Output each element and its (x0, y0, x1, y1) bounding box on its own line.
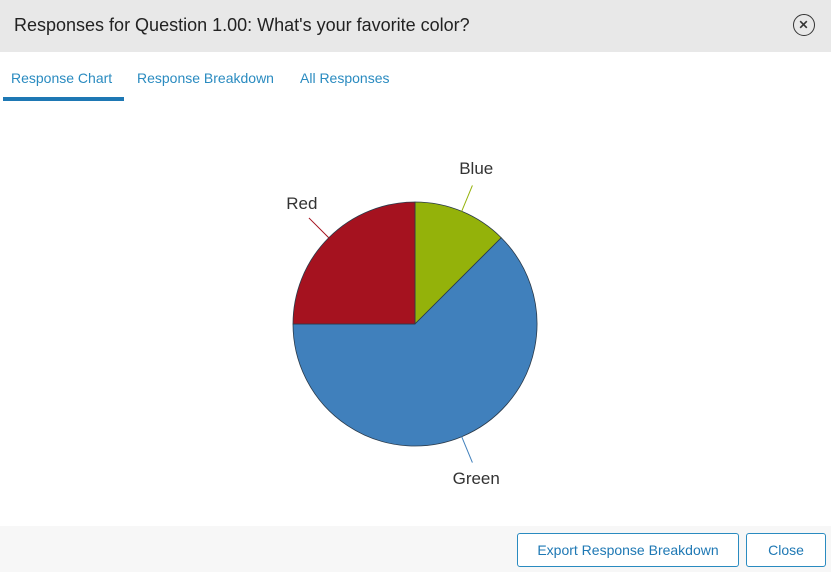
pie-leader-green (461, 436, 473, 463)
pie-leader-red (308, 217, 330, 239)
tab-response-chart[interactable]: Response Chart (11, 70, 113, 86)
pie-slice-green[interactable] (292, 237, 538, 447)
pie-chart: Blue Green Red (286, 159, 538, 488)
dialog-footer: Export Response Breakdown Close (0, 526, 831, 572)
pie-label-green: Green (453, 469, 500, 488)
tab-bar: Response Chart Response Breakdown All Re… (0, 52, 831, 104)
close-circle-icon[interactable] (793, 14, 815, 36)
response-chart: Blue Green Red (0, 104, 831, 526)
dialog-title: Responses for Question 1.00: What's your… (14, 15, 470, 35)
pie-slice-red[interactable] (292, 201, 416, 325)
pie-label-blue: Blue (459, 159, 493, 178)
pie-label-red: Red (286, 194, 317, 213)
close-button[interactable]: Close (746, 533, 826, 567)
pie-leader-blue (461, 185, 473, 212)
tab-all-responses[interactable]: All Responses (300, 70, 390, 86)
active-tab-indicator (3, 97, 124, 101)
dialog-header: Responses for Question 1.00: What's your… (0, 0, 831, 52)
close-x-glyph (799, 20, 808, 29)
tab-response-breakdown[interactable]: Response Breakdown (137, 70, 274, 86)
pie-slice-blue[interactable] (414, 201, 502, 325)
export-response-breakdown-button[interactable]: Export Response Breakdown (517, 533, 739, 567)
